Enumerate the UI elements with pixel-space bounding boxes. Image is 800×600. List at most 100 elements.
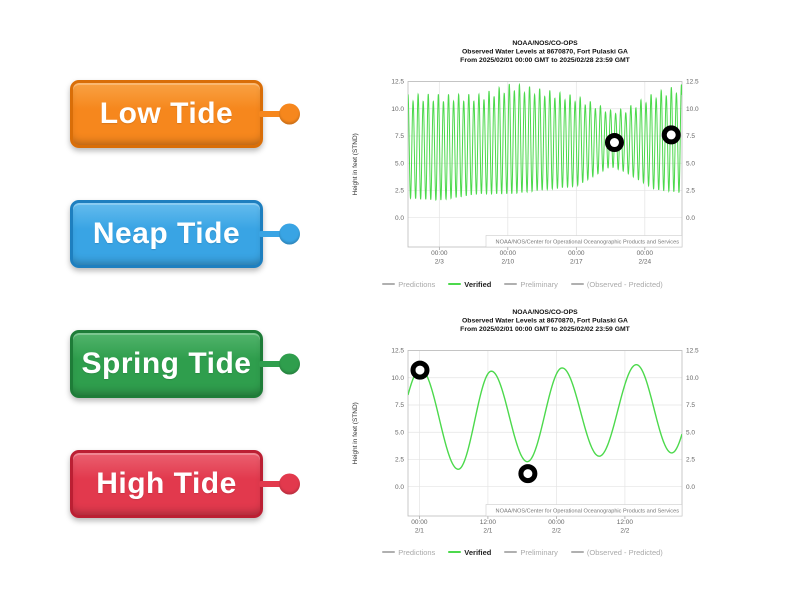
answer-marker[interactable] — [518, 464, 538, 484]
legend-line-swatch — [504, 283, 518, 285]
legend-line-swatch — [570, 551, 584, 553]
chart-title-line: Observed Water Levels at 8670870, Fort P… — [462, 49, 628, 56]
legend-label: (Observed - Predicted) — [586, 279, 663, 289]
answer-marker[interactable] — [604, 133, 624, 153]
x-tick-time: 00:00 — [500, 250, 517, 257]
x-tick-date: 2/1 — [415, 528, 424, 535]
x-tick-date: 2/10 — [501, 259, 514, 266]
tag-label: Low Tide — [99, 97, 234, 130]
legend-label: Verified — [464, 547, 492, 557]
y-tick-label-left: 5.0 — [395, 160, 404, 167]
watermark-box — [485, 504, 683, 517]
y-tick-label-left: 10.0 — [391, 106, 404, 113]
tide-chart-two-day-svg: NOAA/NOS/CO-OPS Observed Water Levels at … — [352, 309, 699, 535]
tag-neap-tide[interactable]: Neap Tide — [70, 200, 300, 268]
noaa-watermark: NOAA/NOS/Center for Operational Oceanogr… — [496, 240, 680, 246]
tag-spring-tide[interactable]: Spring Tide — [70, 330, 300, 398]
y-tick-label-left: 10.0 — [391, 375, 404, 382]
tag-low-tide[interactable]: Low Tide — [70, 80, 300, 148]
x-tick-time: 00:00 — [568, 250, 585, 257]
legend-line-swatch — [382, 283, 396, 285]
x-tick-time: 12:00 — [480, 519, 497, 526]
x-tick-time: 00:00 — [548, 519, 565, 526]
legend-line-swatch — [448, 551, 462, 553]
y-tick-label-right: 0.0 — [686, 484, 695, 491]
tag-connector-dot[interactable] — [279, 473, 300, 495]
legend-item-observed-predicted: (Observed - Predicted) — [570, 279, 663, 289]
tide-chart-monthly: NOAA/NOS/CO-OPS Observed Water Levels at … — [345, 36, 700, 272]
y-tick-label-right: 5.0 — [686, 429, 695, 436]
x-tick-date: 2/24 — [638, 259, 651, 266]
legend-label: Preliminary — [520, 547, 558, 557]
noaa-watermark: NOAA/NOS/Center for Operational Oceanogr… — [496, 509, 680, 515]
y-tick-label-right: 12.5 — [686, 79, 699, 86]
tag-label: Neap Tide — [92, 217, 241, 250]
tag-connector-line — [259, 361, 283, 367]
legend-item-preliminary: Preliminary — [504, 548, 558, 557]
watermark-box — [485, 235, 683, 248]
plot-border — [407, 350, 683, 517]
chart-title-line: NOAA/NOS/CO-OPS — [512, 40, 578, 47]
x-tick-time: 00:00 — [637, 250, 654, 257]
verified-water-level-line — [408, 82, 682, 201]
tag-connector-dot[interactable] — [279, 353, 300, 375]
tag-connector-dot[interactable] — [279, 223, 300, 245]
y-axis-title: Height in feet (STND) — [352, 133, 359, 195]
legend-line-swatch — [448, 283, 462, 285]
legend-line-swatch — [382, 551, 396, 553]
y-tick-label-left: 7.5 — [395, 402, 404, 409]
legend-label: (Observed - Predicted) — [586, 547, 663, 557]
legend-item-predictions: Predictions — [382, 280, 435, 289]
y-tick-label-left: 2.5 — [395, 188, 404, 195]
y-tick-label-right: 10.0 — [686, 375, 699, 382]
legend-item-verified: Verified — [448, 548, 491, 557]
legend-item-observed-predicted: (Observed - Predicted) — [570, 547, 663, 557]
x-tick-date: 2/2 — [552, 528, 561, 535]
y-tick-label-left: 7.5 — [395, 133, 404, 140]
x-tick-time: 00:00 — [411, 519, 428, 526]
tide-chart-monthly-svg: NOAA/NOS/CO-OPS Observed Water Levels at … — [352, 40, 699, 266]
legend-item-preliminary: Preliminary — [504, 280, 558, 289]
y-tick-label-right: 7.5 — [686, 402, 695, 409]
legend-label: Predictions — [398, 279, 436, 289]
answer-marker[interactable] — [661, 125, 681, 145]
y-tick-label-left: 12.5 — [391, 79, 404, 86]
y-tick-label-right: 2.5 — [686, 457, 695, 464]
x-tick-time: 12:00 — [617, 519, 634, 526]
legend-line-swatch — [504, 551, 518, 553]
chart-title-line: From 2025/02/01 00:00 GMT to 2025/02/02 … — [460, 326, 630, 333]
verified-water-level-line — [408, 363, 682, 470]
legend-line-swatch — [570, 283, 584, 285]
tag-label: High Tide — [96, 467, 237, 500]
x-tick-date: 2/3 — [435, 259, 444, 266]
legend-label: Verified — [464, 279, 492, 289]
y-tick-label-left: 12.5 — [391, 348, 404, 355]
chart-title-line: NOAA/NOS/CO-OPS — [512, 309, 578, 316]
tag-connector-line — [259, 231, 283, 237]
tag-connector-line — [259, 481, 283, 487]
tag-high-tide[interactable]: High Tide — [70, 450, 300, 518]
y-tick-label-right: 0.0 — [686, 215, 695, 222]
tide-chart-two-day: NOAA/NOS/CO-OPS Observed Water Levels at … — [345, 305, 700, 541]
y-tick-label-right: 2.5 — [686, 188, 695, 195]
x-tick-date: 2/1 — [483, 528, 492, 535]
x-tick-date: 2/2 — [620, 528, 629, 535]
y-tick-label-left: 2.5 — [395, 457, 404, 464]
legend-label: Predictions — [398, 547, 436, 557]
chart-title-line: From 2025/02/01 00:00 GMT to 2025/02/28 … — [460, 57, 630, 64]
y-tick-label-right: 10.0 — [686, 106, 699, 113]
legend-label: Preliminary — [520, 279, 558, 289]
legend-item-predictions: Predictions — [382, 548, 435, 557]
legend-item-verified: Verified — [448, 280, 491, 289]
x-tick-date: 2/17 — [570, 259, 583, 266]
y-axis-title: Height in feet (STND) — [352, 402, 359, 464]
tag-connector-line — [259, 111, 283, 117]
y-tick-label-right: 12.5 — [686, 348, 699, 355]
chart-legend-two-day: Predictions Verified Preliminary (Observed … — [345, 545, 700, 559]
answer-marker[interactable] — [410, 360, 430, 380]
tag-connector-dot[interactable] — [279, 103, 300, 125]
y-tick-label-left: 5.0 — [395, 429, 404, 436]
y-tick-label-left: 0.0 — [395, 484, 404, 491]
y-tick-label-right: 7.5 — [686, 133, 695, 140]
